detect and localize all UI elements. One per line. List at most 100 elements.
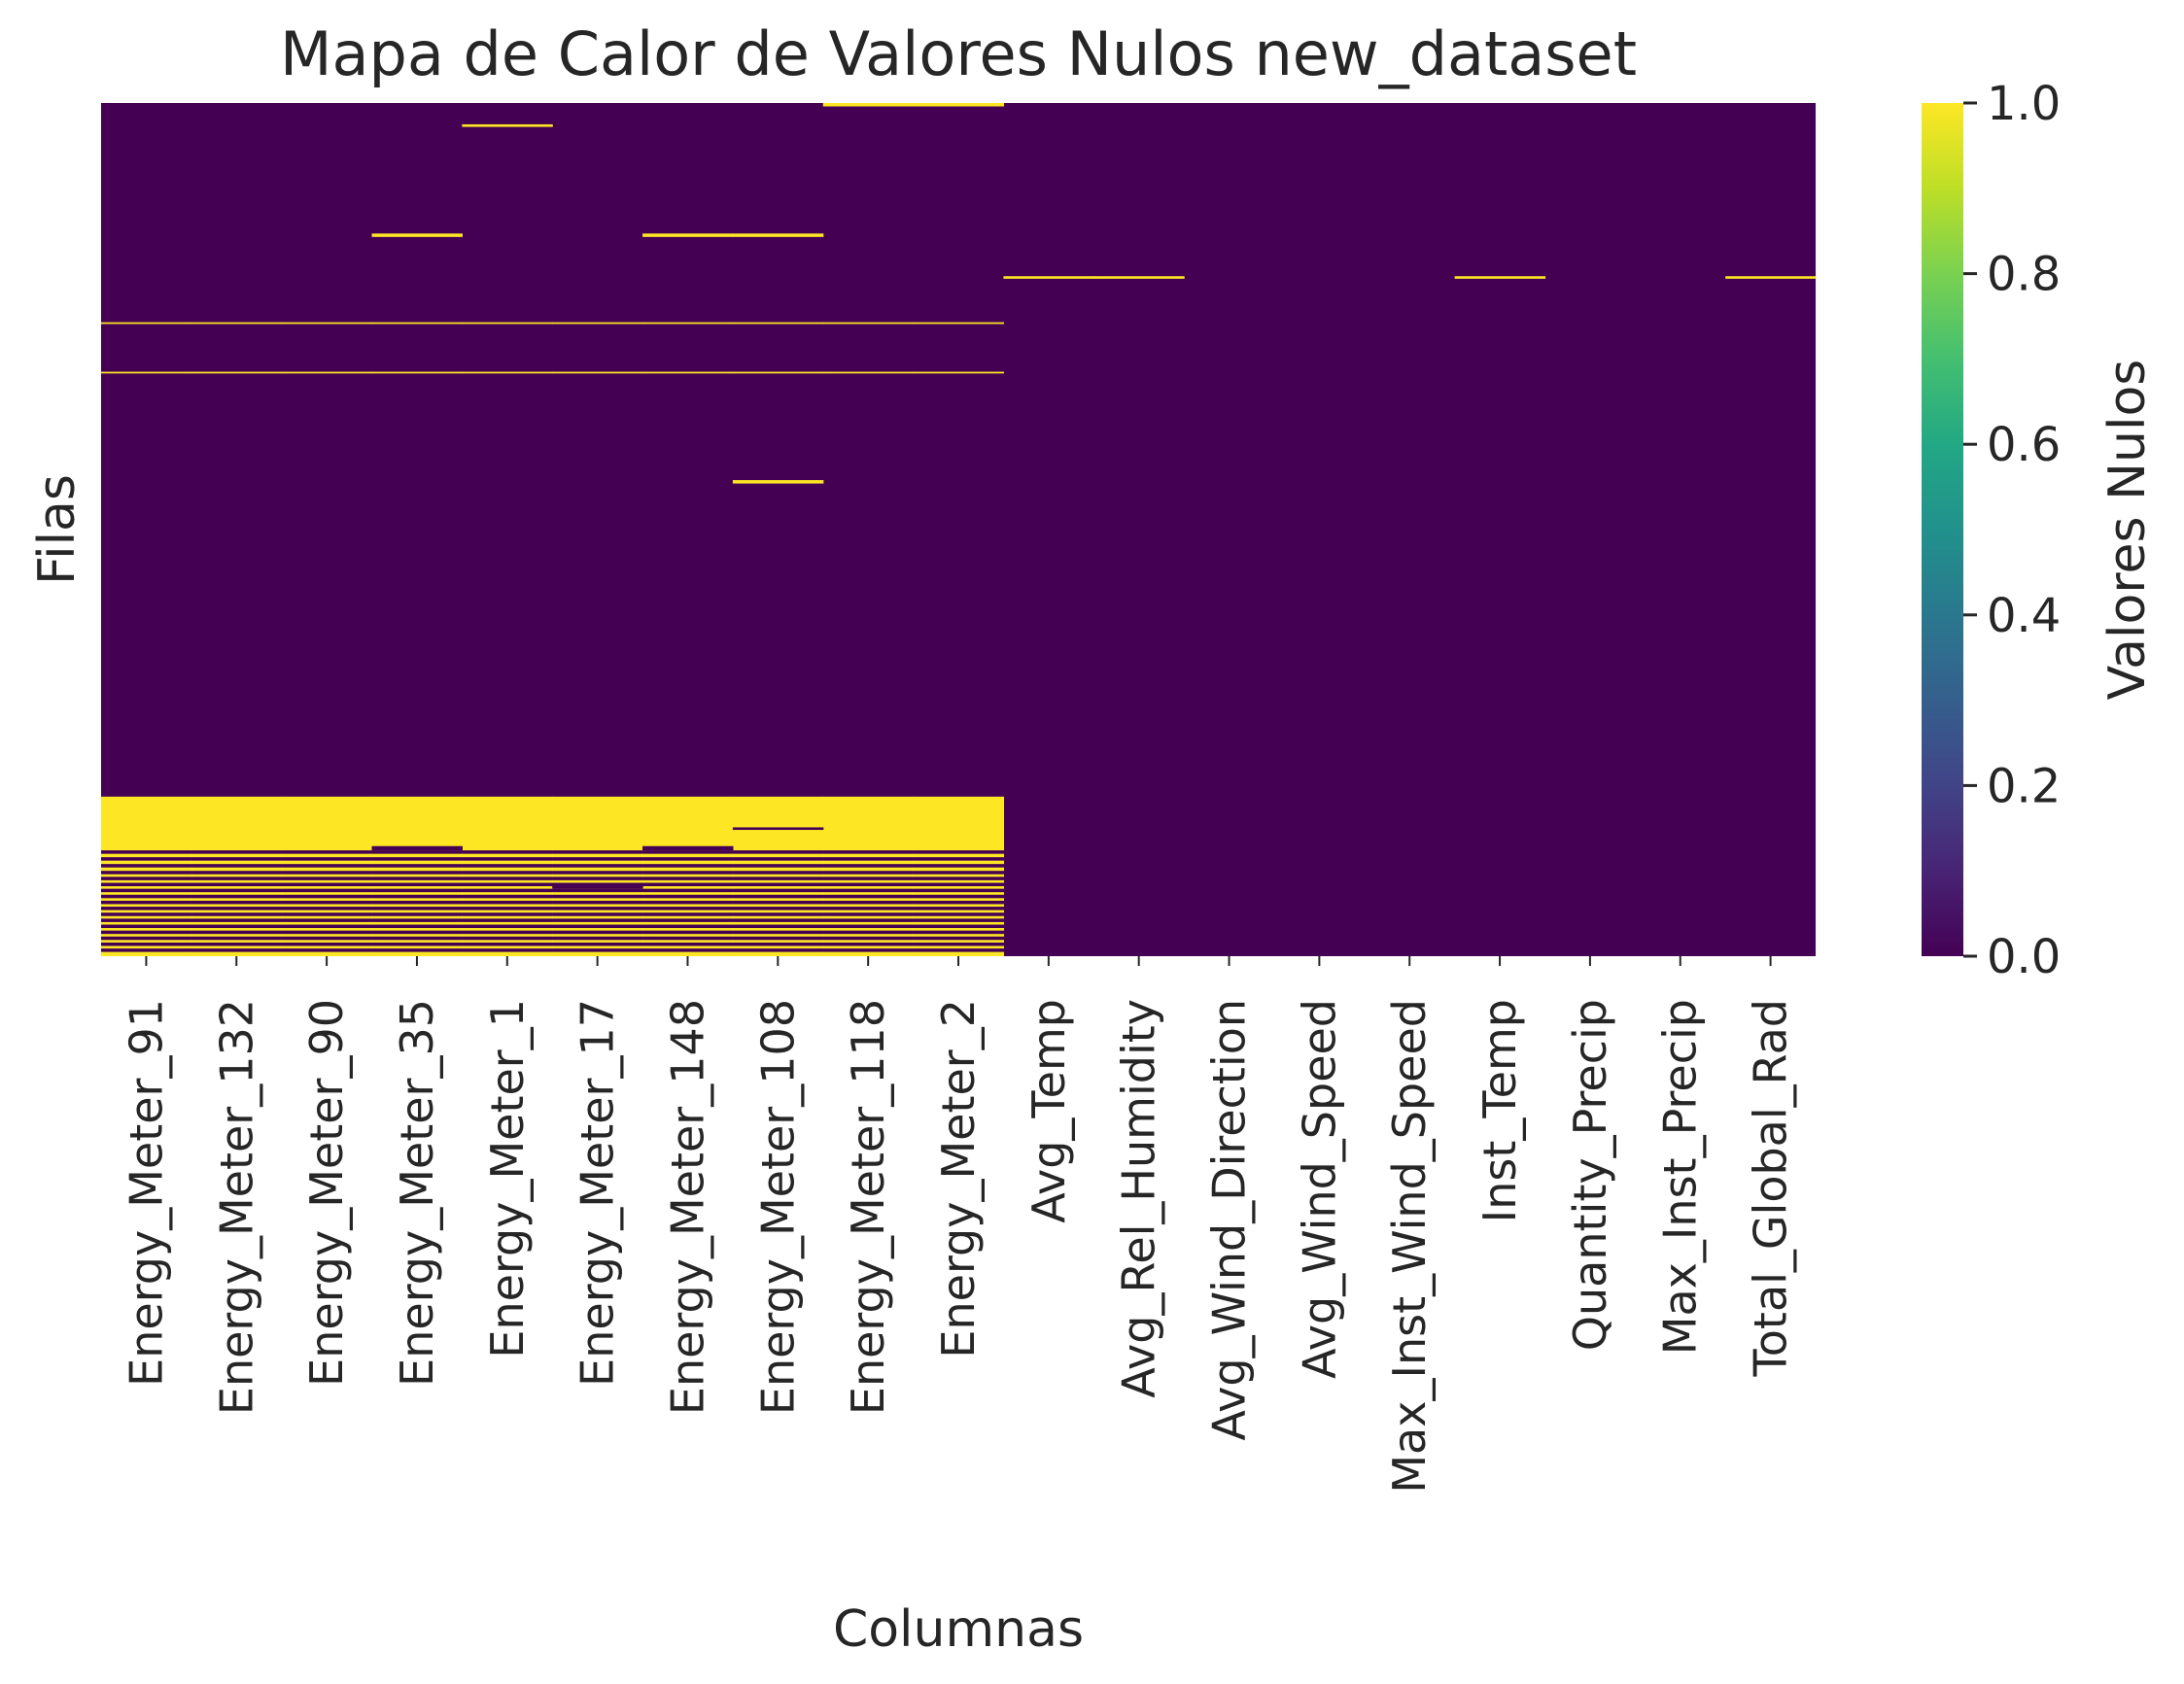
null-cell [642,371,734,374]
null-cell [913,951,1005,956]
null-cell [822,945,915,949]
null-cell [732,904,824,908]
null-cell [371,860,463,865]
null-cell [371,934,463,937]
null-cell [191,951,283,956]
null-cell [281,860,373,865]
null-cell [101,796,192,851]
x-tick-label: Energy_Meter_90 [300,999,353,1387]
null-cell [462,910,553,913]
null-cell [371,892,463,895]
null-cell [642,945,734,949]
x-tick-label: Energy_Meter_1 [481,999,534,1358]
null-cell [101,921,192,925]
null-cell [732,480,824,484]
null-cell [462,886,553,889]
null-cell [101,945,192,949]
non-null-cell [642,845,734,851]
null-cell [552,910,643,913]
null-cell [732,879,824,883]
null-cell [101,940,192,943]
null-cell [732,915,824,919]
null-cell [822,867,915,872]
null-cell [732,892,824,895]
null-cell [732,921,824,925]
null-cell [462,934,553,937]
null-cell [1454,276,1546,279]
null-cell [101,853,192,858]
null-cell [371,853,463,858]
null-cell [1725,276,1817,279]
null-cell [642,796,734,851]
x-tick-label: Energy_Meter_118 [842,999,894,1415]
null-cell [642,921,734,925]
null-cell [191,898,283,901]
x-tick-label: Energy_Meter_35 [391,999,443,1387]
null-cell [913,921,1005,925]
null-cell [732,951,824,956]
x-tick-label: Max_Inst_Wind_Speed [1383,999,1436,1494]
null-cell [462,928,553,931]
null-cell [281,951,373,956]
null-cell [732,898,824,901]
null-cell [462,867,553,872]
null-cell [913,934,1005,937]
null-cell [552,951,643,956]
null-cell [552,796,643,851]
null-cell [101,934,192,937]
null-cell [462,945,553,949]
null-cell [913,103,1005,107]
null-cell [732,874,824,877]
null-cell [732,322,824,325]
null-cell [1003,276,1094,279]
null-cell [552,892,643,895]
null-cell [732,853,824,858]
null-cell [732,860,824,865]
null-cell [371,898,463,901]
null-cell [462,879,553,883]
null-cell [552,853,643,858]
null-cell [642,233,734,237]
null-cell [281,371,373,374]
null-cell [281,796,373,851]
null-cell [191,853,283,858]
null-cell [191,928,283,931]
null-cell [642,874,734,877]
null-cell [371,233,463,237]
null-cell [552,945,643,949]
null-cell [462,898,553,901]
null-cell [822,910,915,913]
null-cell [101,874,192,877]
null-cell [913,879,1005,883]
null-cell [191,796,283,851]
null-cell [191,921,283,925]
null-cell [371,796,463,851]
colorbar-tick-label: 0.8 [1987,248,2061,302]
null-cell [191,892,283,895]
null-cell [281,945,373,949]
null-cell [913,860,1005,865]
x-tick-labels: Energy_Meter_91 Energy_Meter_132 Energy_Me… [120,956,1797,1494]
null-cell [462,921,553,925]
null-cell [552,371,643,374]
null-cell [462,904,553,908]
x-tick-label: Avg_Rel_Humidity [1113,999,1165,1398]
colorbar-tick-label: 1.0 [1987,77,2061,131]
null-cell [913,886,1005,889]
null-cell [822,103,915,107]
null-cell [913,853,1005,858]
null-cell [552,867,643,872]
null-cell [281,904,373,908]
null-cell [642,915,734,919]
null-cell [552,860,643,865]
x-tick-label: Energy_Meter_17 [572,999,624,1387]
colorbar-ticks: 0.0 0.2 0.4 0.6 0.8 1.0 [1963,77,2061,984]
null-cell [732,910,824,913]
non-null-cell [552,886,643,889]
null-cell [281,921,373,925]
null-cell [822,904,915,908]
null-cell [101,910,192,913]
null-cell [191,940,283,943]
null-cell [371,886,463,889]
null-cell [462,322,553,325]
